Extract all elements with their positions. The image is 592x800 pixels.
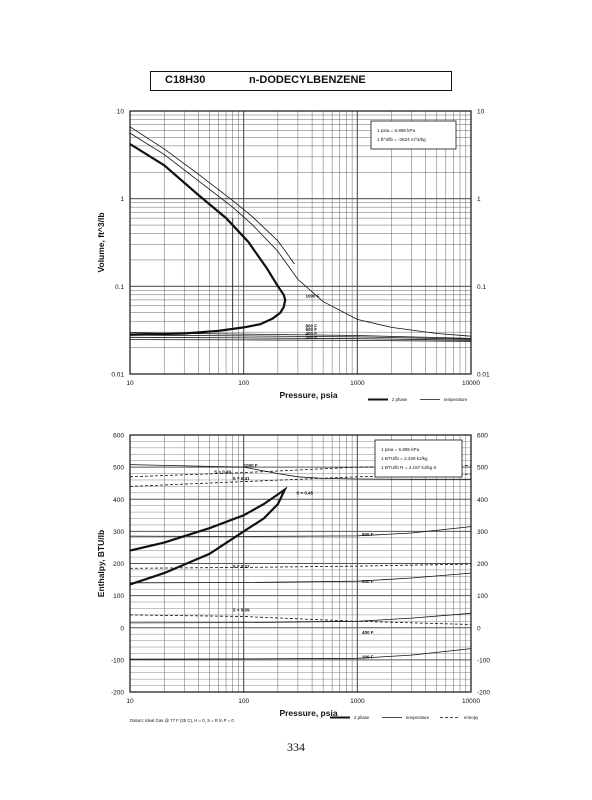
y-tick-label: 500	[113, 465, 124, 472]
curve-label: S = 0.09	[233, 608, 250, 613]
series-line-600-f	[129, 572, 472, 584]
curve-label: 200 F	[306, 335, 318, 340]
x-tick-label: 100	[238, 380, 249, 387]
chemical-formula: C18H30	[165, 74, 206, 86]
plot-frame-1	[129, 434, 472, 693]
y-tick-label: 400	[113, 497, 124, 504]
y-tick-label-right: 600	[477, 433, 488, 440]
plot-frame-0	[129, 110, 472, 375]
y-tick-label: 1	[120, 196, 124, 203]
units-line: 1 psia = 6.895 kPa	[381, 447, 420, 452]
series-line-s-0-09	[129, 614, 472, 625]
curve-label: S = 0.27	[233, 564, 250, 569]
series-line-800-f	[129, 332, 472, 339]
legend-label: temperature	[406, 715, 430, 720]
y-tick-label: 0.01	[111, 372, 124, 379]
legend-label: entropy	[464, 715, 479, 720]
y-tick-label: -200	[111, 690, 124, 697]
series-line-1000-f	[129, 464, 471, 480]
series-line-2-phase	[129, 486, 288, 586]
y-tick-label-right: 100	[477, 593, 488, 600]
curve-label: 600 F	[362, 579, 374, 584]
curve-label: 1000 F	[244, 463, 258, 468]
x-tick-label: 100	[238, 698, 249, 705]
y-tick-label: -100	[111, 657, 124, 664]
y-tick-label-right: -200	[477, 690, 490, 697]
series-line-200-f	[129, 648, 472, 660]
curve-label: 800 F	[362, 532, 374, 537]
curve-label: S = 0.45	[296, 490, 313, 495]
units-line: 1 BTU/lb R = 4.187 kJ/kg K	[381, 465, 437, 470]
y-tick-label: 600	[113, 433, 124, 440]
series-line-800-f	[129, 526, 472, 537]
x-tick-label: 10	[126, 380, 134, 387]
x-tick-label: 1000	[350, 698, 365, 705]
y-tick-label-right: 300	[477, 529, 488, 536]
curve-label: 400 F	[362, 630, 374, 635]
units-box	[374, 439, 463, 478]
x-tick-label: 1000	[350, 380, 365, 387]
title-box: C18H30 n-DODECYLBENZENE	[150, 71, 452, 91]
y-tick-label-right: 1	[477, 196, 481, 203]
page-number: 334	[287, 740, 305, 754]
series-line-400-f	[129, 336, 472, 341]
series-line-curve	[129, 132, 472, 337]
y-tick-label: 100	[113, 593, 124, 600]
series-line-2-phase	[129, 143, 287, 336]
legend-label: temperature	[444, 397, 468, 402]
curve-label: 400 F	[306, 331, 318, 336]
y-tick-label: 0.1	[115, 284, 124, 291]
y-tick-label-right: 400	[477, 497, 488, 504]
x-axis-label: Pressure, psia	[279, 390, 337, 400]
series-line-600-f	[129, 334, 472, 340]
curve-label: S = 0.49	[214, 470, 231, 475]
y-tick-label-right: 0.01	[477, 372, 490, 379]
series-line-s-0-49	[129, 465, 472, 478]
y-tick-label-right: 10	[477, 109, 485, 116]
x-tick-label: 10000	[462, 698, 480, 705]
curve-label: S = 0.41	[233, 476, 250, 481]
legend-label: 2 phase	[392, 397, 408, 402]
series-line-s-0-41	[129, 473, 472, 487]
units-box	[370, 120, 457, 150]
series-line-curve	[129, 126, 295, 265]
y-axis-label: Volume, ft^3/lb	[96, 212, 106, 272]
y-tick-label-right: 500	[477, 465, 488, 472]
y-tick-label-right: 0	[477, 625, 481, 632]
units-line: 1 ft^3/lb = .0624 m^3/kg	[377, 137, 426, 142]
x-tick-label: 10000	[462, 380, 480, 387]
y-tick-label-right: 0.1	[477, 284, 486, 291]
y-tick-label: 10	[117, 109, 125, 116]
x-tick-label: 10	[126, 698, 134, 705]
y-tick-label: 200	[113, 561, 124, 568]
curve-label: 800 F	[306, 323, 318, 328]
units-line: 1 BTU/lb = 2.326 kJ/kg	[381, 456, 428, 461]
y-axis-label: Enthalpy, BTU/lb	[96, 530, 106, 597]
series-line-200-f	[129, 339, 472, 342]
y-tick-label-right: 200	[477, 561, 488, 568]
chemical-name: n-DODECYLBENZENE	[249, 74, 366, 86]
series-line-s-0-27	[129, 563, 472, 569]
y-tick-label: 0	[120, 625, 124, 632]
x-axis-label: Pressure, psia	[279, 708, 337, 718]
curve-label: 200 F	[362, 654, 374, 659]
units-line: 1 psia = 6.895 kPa	[377, 128, 416, 133]
y-tick-label: 300	[113, 529, 124, 536]
legend-label: 2 phase	[354, 715, 370, 720]
curve-label: 1000 F	[306, 293, 320, 298]
y-tick-label-right: -100	[477, 657, 490, 664]
footnote: Datum: Ideal Gas @ 77 F (25 C), H = 0, S…	[130, 718, 234, 723]
curve-label: 600 F	[306, 327, 318, 332]
